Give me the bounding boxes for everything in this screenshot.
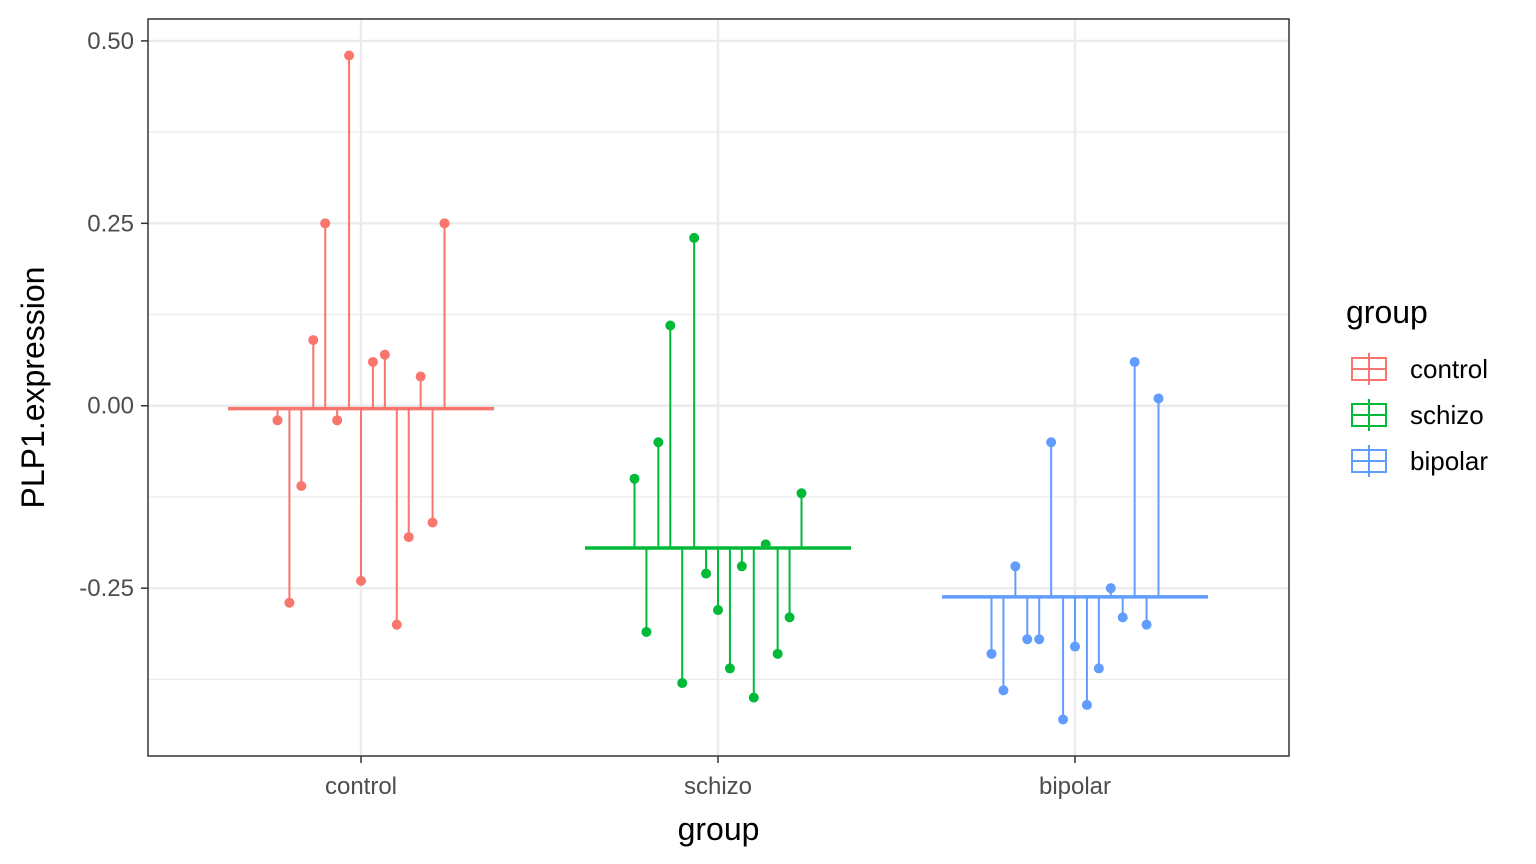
point-schizo: [689, 232, 700, 243]
point-schizo: [796, 488, 807, 499]
point-control: [391, 619, 402, 630]
point-schizo: [713, 605, 723, 616]
point-control: [332, 415, 343, 426]
point-control: [367, 356, 378, 367]
y-tick-label: 0.50: [87, 28, 134, 55]
data-marks: [228, 50, 1208, 725]
point-control: [403, 532, 414, 543]
legend: group control schizo bipolar: [1346, 294, 1488, 477]
y-tick-label: -0.25: [79, 575, 134, 602]
point-bipolar: [1010, 561, 1021, 572]
point-schizo: [701, 568, 712, 579]
point-control: [427, 517, 438, 528]
point-schizo: [641, 626, 652, 637]
legend-key-schizo: [1351, 399, 1387, 431]
point-schizo: [653, 437, 664, 448]
point-schizo: [736, 561, 747, 572]
series-bipolar: [942, 356, 1208, 725]
point-control: [379, 349, 390, 360]
point-control: [296, 481, 307, 492]
point-control: [439, 218, 450, 229]
point-schizo: [760, 539, 771, 550]
point-bipolar: [998, 685, 1009, 696]
point-control: [320, 218, 331, 229]
point-schizo: [724, 663, 735, 674]
point-bipolar: [1153, 393, 1164, 404]
point-control: [415, 371, 426, 382]
y-tick-label: 0.25: [87, 210, 134, 237]
point-schizo: [629, 473, 640, 484]
x-tick-label: control: [325, 773, 397, 800]
axes: -0.25 0.00 0.25 0.50 control schizo bipolar: [79, 28, 1111, 800]
point-schizo: [772, 648, 783, 659]
point-bipolar: [1046, 437, 1057, 448]
y-tick-label: 0.00: [87, 393, 134, 420]
legend-title: group: [1346, 294, 1428, 330]
point-bipolar: [1141, 619, 1152, 630]
y-axis-title: PLP1.expression: [15, 267, 51, 509]
point-bipolar: [986, 648, 997, 659]
point-control: [308, 335, 319, 346]
point-control: [272, 415, 283, 426]
x-axis-title: group: [678, 811, 760, 847]
point-bipolar: [1034, 634, 1045, 645]
point-bipolar: [1105, 583, 1116, 594]
point-bipolar: [1081, 699, 1092, 710]
point-schizo: [748, 692, 759, 703]
point-schizo: [784, 612, 795, 623]
legend-item-control: control: [1351, 353, 1488, 385]
legend-label-control: control: [1410, 354, 1488, 384]
point-bipolar: [1093, 663, 1104, 674]
legend-item-bipolar: bipolar: [1351, 445, 1488, 477]
x-tick-label: bipolar: [1039, 773, 1111, 800]
series-schizo: [585, 232, 851, 703]
point-bipolar: [1129, 356, 1140, 367]
point-control: [344, 50, 355, 61]
legend-key-control: [1351, 353, 1387, 385]
point-bipolar: [1022, 634, 1033, 645]
point-schizo: [677, 678, 688, 689]
x-tick-label: schizo: [684, 773, 752, 800]
point-control: [284, 597, 295, 608]
legend-item-schizo: schizo: [1351, 399, 1484, 431]
point-bipolar: [1117, 612, 1128, 623]
legend-key-bipolar: [1351, 445, 1387, 477]
legend-label-bipolar: bipolar: [1410, 446, 1488, 476]
point-bipolar: [1058, 714, 1069, 725]
series-control: [228, 50, 494, 630]
point-control: [356, 575, 366, 586]
legend-label-schizo: schizo: [1410, 400, 1484, 430]
point-schizo: [665, 320, 676, 331]
point-bipolar: [1070, 641, 1080, 652]
